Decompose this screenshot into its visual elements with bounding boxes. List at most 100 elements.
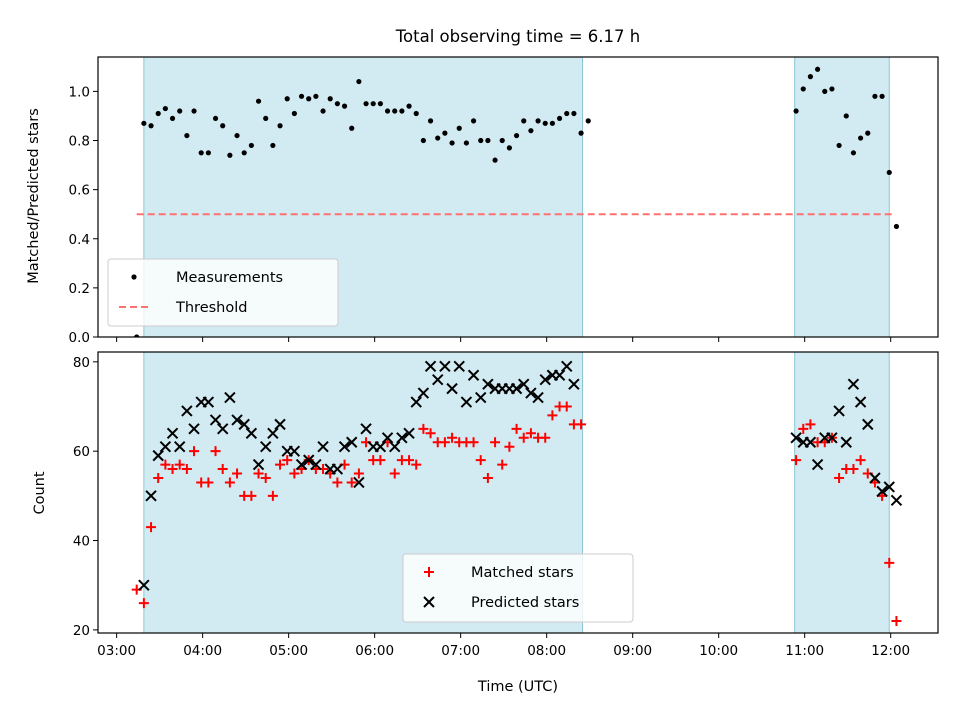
- data-point: [425, 428, 436, 439]
- data-point: [814, 66, 821, 72]
- data-point: [891, 615, 902, 626]
- data-point: [334, 101, 340, 107]
- data-point: [389, 441, 401, 453]
- data-point: [528, 128, 534, 134]
- data-point: [146, 522, 157, 533]
- data-point: [202, 396, 215, 408]
- data-point: [270, 142, 276, 149]
- data-point: [497, 459, 508, 470]
- x-tick-label: 03:00: [97, 643, 136, 659]
- data-point: [212, 115, 219, 122]
- data-point: [234, 132, 240, 139]
- data-point: [310, 458, 322, 471]
- top-panel-ratio: 0.0 0.2 0.4 0.6 0.8 1.0 Measurements Threshold: [69, 56, 939, 346]
- data-point: [836, 142, 842, 149]
- data-point: [184, 132, 190, 139]
- data-point: [406, 103, 412, 109]
- data-point: [245, 427, 258, 440]
- data-point: [456, 125, 462, 131]
- data-point: [248, 142, 254, 149]
- data-point: [141, 120, 147, 126]
- data-point: [224, 391, 236, 404]
- data-point: [539, 373, 551, 386]
- y-tick-label: 80: [73, 355, 90, 371]
- data-point: [327, 96, 333, 102]
- data-point: [453, 360, 465, 373]
- series-predicted-stars: [138, 360, 903, 591]
- data-point: [148, 123, 154, 129]
- data-point: [850, 150, 857, 156]
- legend: Measurements Threshold: [107, 258, 339, 327]
- data-point: [525, 428, 536, 439]
- data-point: [467, 369, 480, 381]
- data-point: [341, 103, 348, 109]
- data-point: [518, 378, 530, 390]
- data-point: [209, 414, 222, 426]
- data-point: [890, 494, 903, 507]
- data-point: [811, 458, 824, 471]
- data-point: [306, 96, 312, 102]
- data-point: [826, 432, 838, 444]
- data-point: [253, 468, 264, 479]
- data-point: [353, 468, 364, 479]
- data-point: [167, 464, 178, 475]
- data-point: [475, 391, 487, 404]
- data-point: [389, 468, 400, 479]
- data-point: [578, 130, 584, 136]
- data-point: [793, 108, 799, 114]
- data-point: [145, 490, 157, 502]
- legend-box: [107, 258, 339, 327]
- data-point: [857, 135, 864, 141]
- bottom-panel-count: 20 40 60 80 03:00 04:00 05:00 06:00 07:00 08:00 09…: [73, 351, 939, 659]
- data-point: [869, 472, 881, 484]
- x-tick-label: 11:00: [785, 643, 824, 659]
- data-point: [485, 137, 491, 144]
- data-point: [169, 115, 176, 122]
- legend: Matched stars Predicted stars: [402, 553, 634, 623]
- data-point: [490, 437, 501, 448]
- data-point: [295, 458, 308, 471]
- data-point: [217, 423, 229, 435]
- data-point: [446, 382, 458, 395]
- data-point: [521, 118, 527, 124]
- data-point: [442, 130, 448, 136]
- x-tick-label: 10:00: [699, 643, 738, 659]
- data-point: [275, 459, 286, 470]
- data-point: [790, 432, 802, 444]
- data-point: [460, 396, 473, 408]
- data-point: [439, 437, 450, 448]
- data-point: [420, 137, 426, 144]
- data-point: [549, 120, 556, 126]
- data-point: [363, 101, 369, 107]
- data-point: [160, 459, 171, 470]
- data-point: [155, 110, 161, 117]
- data-point: [447, 432, 458, 443]
- data-point: [331, 463, 344, 475]
- data-point: [482, 472, 493, 483]
- data-point: [404, 455, 415, 466]
- data-point: [227, 152, 233, 158]
- data-point: [291, 110, 297, 117]
- x-tick-label: 05:00: [269, 643, 308, 659]
- data-point: [518, 432, 529, 443]
- x-axis-label: Time (UTC): [477, 679, 558, 695]
- data-point: [833, 405, 845, 417]
- data-point: [403, 427, 415, 440]
- data-point: [274, 418, 286, 431]
- data-point: [510, 382, 523, 395]
- data-point: [263, 115, 269, 122]
- data-point: [360, 423, 372, 435]
- data-point: [829, 86, 835, 92]
- data-point: [468, 437, 479, 448]
- data-point: [317, 441, 329, 453]
- data-point: [252, 458, 265, 471]
- legend-label: Matched stars: [471, 565, 574, 581]
- data-point: [805, 419, 816, 430]
- data-point: [475, 455, 486, 466]
- legend-label: Threshold: [175, 300, 247, 316]
- data-point: [152, 449, 164, 462]
- data-point: [255, 98, 262, 104]
- legend-box: [402, 553, 634, 623]
- y-tick-label: 0.4: [69, 232, 90, 248]
